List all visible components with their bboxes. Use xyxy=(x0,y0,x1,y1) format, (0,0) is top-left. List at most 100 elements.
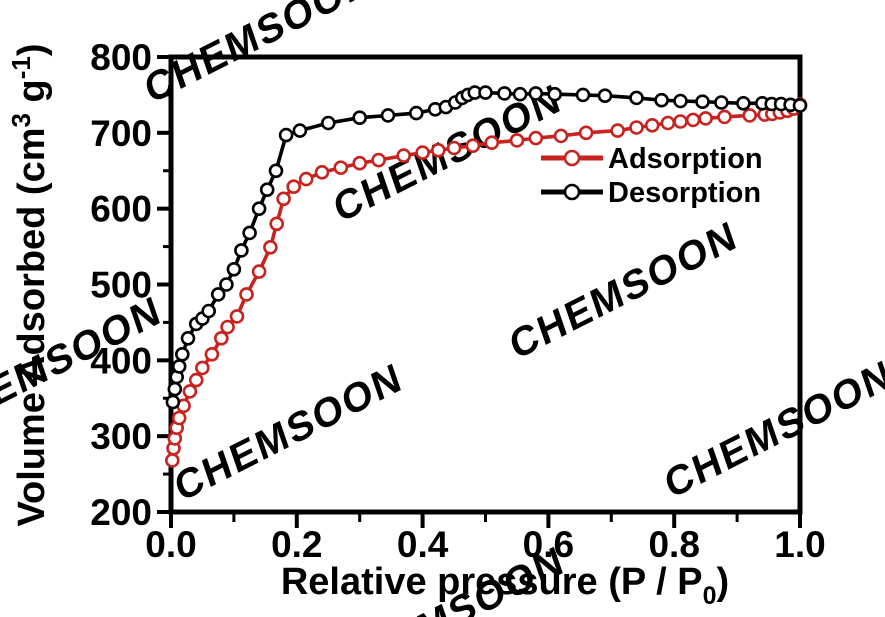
adsorption-point xyxy=(286,179,302,194)
desorption-point xyxy=(234,243,249,258)
adsorption-point xyxy=(446,140,462,156)
adsorption-point xyxy=(229,309,245,324)
desorption-point xyxy=(380,108,396,123)
y-tick-label: 800 xyxy=(90,37,152,78)
adsorption-point xyxy=(396,148,412,163)
legend-marks xyxy=(541,149,603,201)
adsorption-point xyxy=(333,160,349,175)
adsorption-point xyxy=(742,108,758,123)
adsorption-point xyxy=(182,384,198,399)
x-axis-title: Relative pressure (P / P0) xyxy=(281,561,729,610)
adsorption-point xyxy=(263,240,278,255)
adsorption-point xyxy=(239,287,254,302)
desorption-point xyxy=(201,303,216,319)
desorption-point xyxy=(180,330,196,346)
adsorption-point xyxy=(553,128,569,144)
desorption-point xyxy=(165,394,181,410)
legend-label-adsorption: Adsorption xyxy=(608,143,763,175)
desorption-point xyxy=(167,381,183,397)
desorption-point xyxy=(736,96,751,111)
y-tick-label: 600 xyxy=(90,189,152,230)
desorption-point xyxy=(512,86,528,102)
x-tick-label: 0.2 xyxy=(271,524,322,565)
adsorption-point xyxy=(484,135,500,150)
y-tick-label: 200 xyxy=(90,492,152,533)
desorption-point xyxy=(226,261,242,277)
adsorption-point xyxy=(171,410,187,426)
adsorption-point xyxy=(629,120,644,135)
desorption-point xyxy=(268,163,284,179)
adsorption-point xyxy=(276,191,291,207)
desorption-series xyxy=(165,85,808,410)
legend-marker-desorption xyxy=(563,183,581,201)
adsorption-point xyxy=(660,115,676,131)
adsorption-point xyxy=(610,123,625,138)
series-layer xyxy=(165,85,808,468)
desorption-point xyxy=(408,105,424,121)
adsorption-point xyxy=(430,143,446,158)
y-tick-label: 700 xyxy=(90,113,152,154)
desorption-point xyxy=(528,86,544,101)
adsorption-point xyxy=(195,360,210,376)
y-tick-label: 500 xyxy=(90,265,152,306)
x-tick-label: 0.8 xyxy=(648,524,699,565)
desorption-point xyxy=(292,123,308,138)
adsorption-point xyxy=(673,114,688,129)
adsorption-point xyxy=(578,125,594,141)
adsorption-point xyxy=(220,319,235,335)
desorption-point xyxy=(497,86,512,101)
adsorption-point xyxy=(314,165,330,180)
adsorption-point xyxy=(214,330,229,346)
legend: Adsorption Desorption xyxy=(541,143,763,209)
adsorption-point xyxy=(204,346,220,362)
desorption-point xyxy=(352,110,368,125)
adsorption-point xyxy=(352,155,368,171)
legend-marker-adsorption xyxy=(563,149,581,167)
watermark-text: CHEMSOON xyxy=(659,351,885,508)
desorption-point xyxy=(673,93,688,109)
adsorption-point xyxy=(717,109,732,125)
desorption-point xyxy=(575,87,591,103)
adsorption-point xyxy=(528,130,544,146)
desorption-point xyxy=(654,92,669,108)
axis-ticks: 0.0 0.2 0.4 0.6 0.8 1.0 200 300 400 500 600 700 800 xyxy=(90,37,825,565)
y-tick-label: 300 xyxy=(90,416,152,457)
desorption-point xyxy=(259,182,275,197)
desorption-point xyxy=(278,127,294,143)
desorption-point xyxy=(695,94,710,109)
x-tick-label: 0.4 xyxy=(397,524,449,565)
desorption-point xyxy=(792,98,808,113)
x-tick-label: 1.0 xyxy=(774,524,825,565)
desorption-point xyxy=(547,86,563,102)
watermark-text: CHEMSOON xyxy=(504,212,743,369)
adsorption-point xyxy=(165,453,180,468)
desorption-point xyxy=(175,346,190,362)
adsorption-point xyxy=(269,216,285,232)
desorption-point xyxy=(219,277,234,292)
y-axis-title: Volume Adsorbed (cm3 g-1) xyxy=(6,43,53,526)
desorption-point xyxy=(242,225,257,241)
watermark-text: CHEMSOON xyxy=(169,354,408,511)
adsorption-point xyxy=(465,138,481,153)
x-tick-label: 0.0 xyxy=(145,524,196,565)
desorption-point xyxy=(210,287,226,302)
legend-label-desorption: Desorption xyxy=(608,177,761,209)
adsorption-point xyxy=(415,145,430,160)
adsorption-point xyxy=(698,111,713,126)
plot-frame xyxy=(168,54,803,515)
desorption-point xyxy=(597,88,613,103)
adsorption-point xyxy=(371,152,386,168)
adsorption-point xyxy=(251,264,267,279)
adsorption-point xyxy=(188,372,204,388)
adsorption-point xyxy=(644,118,660,133)
desorption-point xyxy=(171,359,187,374)
adsorption-point xyxy=(298,171,314,187)
desorption-point xyxy=(320,115,336,131)
desorption-point xyxy=(251,201,267,216)
x-tick-label: 0.6 xyxy=(523,524,574,565)
adsorption-point xyxy=(685,112,701,128)
y-tick-label: 400 xyxy=(90,340,152,381)
adsorption-point xyxy=(509,133,525,148)
